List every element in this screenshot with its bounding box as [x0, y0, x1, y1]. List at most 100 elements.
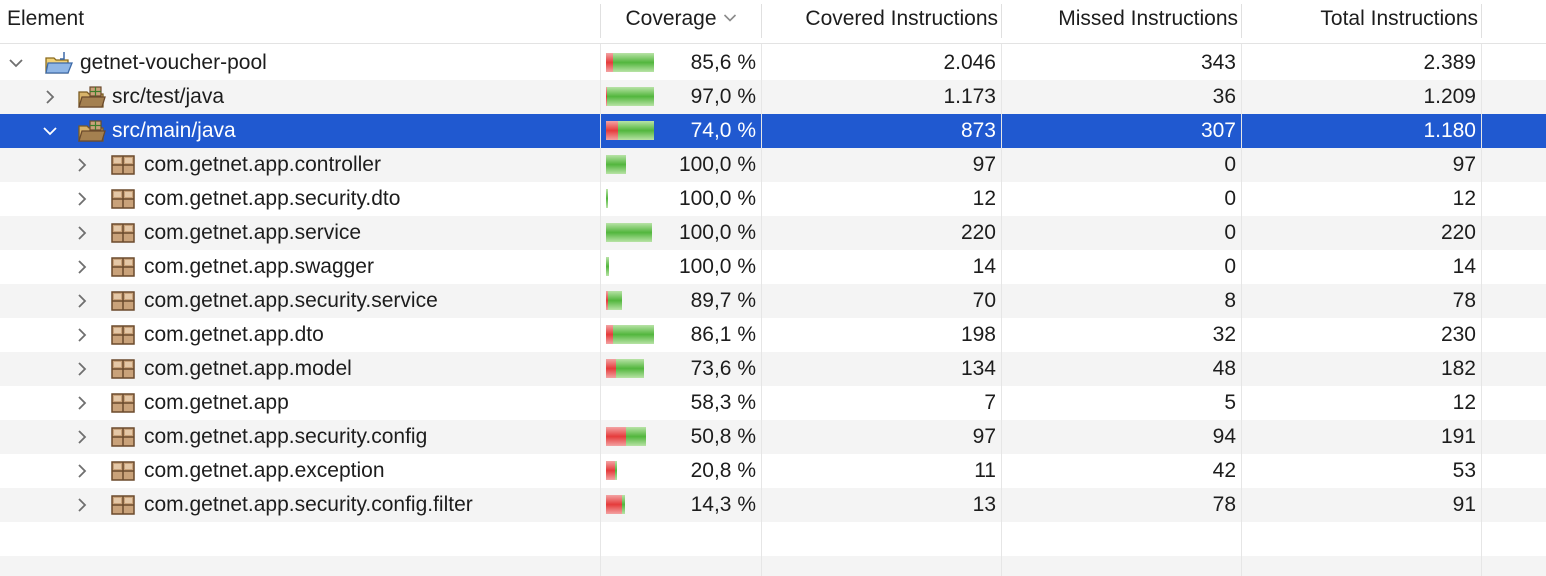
element-name: com.getnet.app.swagger: [144, 255, 374, 278]
table-row[interactable]: com.getnet.app.security.service 89,7 % 70 8…: [0, 284, 1546, 318]
column-divider[interactable]: [600, 4, 601, 38]
coverage-bar: [606, 121, 654, 140]
total-value: 97: [1452, 153, 1476, 176]
element-name: com.getnet.app.security.config: [144, 425, 428, 448]
covered-value: 97: [972, 425, 996, 448]
table-row[interactable]: com.getnet.app.model 73,6 % 134 48 182: [0, 352, 1546, 386]
chevron-right-icon[interactable]: [72, 454, 92, 488]
chevron-down-icon[interactable]: [40, 114, 60, 148]
total-value: 12: [1452, 187, 1476, 210]
column-header-element[interactable]: Element: [7, 0, 597, 44]
coverage-bar: [606, 155, 626, 174]
total-value: 53: [1452, 459, 1476, 482]
coverage-bar-covered: [626, 427, 646, 446]
coverage-bar-missed: [606, 53, 613, 72]
total-value: 182: [1440, 357, 1476, 380]
missed-value: 42: [1212, 459, 1236, 482]
chevron-right-icon[interactable]: [72, 386, 92, 420]
table-row[interactable]: com.getnet.app.security.config.filter 14,…: [0, 488, 1546, 522]
covered-value: 134: [960, 357, 996, 380]
missed-value: 8: [1224, 289, 1236, 312]
covered-value: 13: [972, 493, 996, 516]
chevron-down-icon[interactable]: [6, 46, 26, 80]
chevron-right-icon[interactable]: [72, 182, 92, 216]
missed-value: 36: [1212, 85, 1236, 108]
chevron-right-icon[interactable]: [72, 148, 92, 182]
coverage-bar-missed: [606, 359, 616, 378]
column-header-missed[interactable]: Missed Instructions: [1002, 0, 1238, 44]
missed-value: 48: [1212, 357, 1236, 380]
source-folder-open-icon: [77, 119, 106, 143]
missed-value: 0: [1224, 221, 1236, 244]
chevron-right-icon[interactable]: [72, 250, 92, 284]
element-name: getnet-voucher-pool: [80, 51, 267, 74]
covered-value: 1.173: [943, 85, 996, 108]
coverage-value: 89,7 %: [690, 289, 756, 312]
chevron-down-icon: [723, 0, 737, 36]
package-icon: [110, 221, 138, 245]
element-name: src/test/java: [112, 85, 225, 108]
column-header-coverage-label: Coverage: [625, 7, 717, 30]
column-header-total[interactable]: Total Instructions: [1242, 0, 1478, 44]
coverage-value: 74,0 %: [690, 119, 756, 142]
missed-value: 32: [1212, 323, 1236, 346]
table-row[interactable]: com.getnet.app.controller 100,0 % 97 0 97: [0, 148, 1546, 182]
table-row[interactable]: com.getnet.app.dto 86,1 % 198 32 230: [0, 318, 1546, 352]
element-name: com.getnet.app.exception: [144, 459, 385, 482]
column-divider[interactable]: [1001, 4, 1002, 38]
table-row[interactable]: com.getnet.app 58,3 % 7 5 12: [0, 386, 1546, 420]
package-icon: [110, 493, 138, 517]
coverage-bar-covered: [607, 87, 654, 106]
coverage-value: 20,8 %: [690, 459, 756, 482]
column-header-coverage[interactable]: Coverage: [602, 0, 760, 44]
chevron-right-icon[interactable]: [72, 216, 92, 250]
element-name: com.getnet.app.model: [144, 357, 352, 380]
coverage-value: 100,0 %: [678, 221, 756, 244]
coverage-bar: [606, 427, 646, 446]
table-row[interactable]: com.getnet.app.security.dto 100,0 % 12 0 12: [0, 182, 1546, 216]
package-icon: [110, 255, 138, 279]
coverage-bar: [606, 189, 608, 208]
column-line: [1001, 44, 1002, 576]
column-header-covered[interactable]: Covered Instructions: [762, 0, 998, 44]
total-value: 191: [1440, 425, 1476, 448]
column-divider[interactable]: [1481, 4, 1482, 38]
source-folder-icon: [77, 85, 106, 109]
column-divider[interactable]: [761, 4, 762, 38]
missed-value: 5: [1224, 391, 1236, 414]
covered-value: 12: [972, 187, 996, 210]
column-header-total-label: Total Instructions: [1320, 7, 1478, 30]
coverage-bar: [606, 325, 654, 344]
element-name: com.getnet.app.service: [144, 221, 362, 244]
chevron-right-icon[interactable]: [72, 284, 92, 318]
coverage-bar-covered: [606, 257, 609, 276]
package-icon: [110, 459, 138, 483]
chevron-right-icon[interactable]: [40, 80, 60, 114]
chevron-right-icon[interactable]: [72, 488, 92, 522]
package-icon: [110, 153, 138, 177]
coverage-bar-covered: [606, 189, 608, 208]
table-row[interactable]: src/test/java 97,0 % 1.173 36 1.209: [0, 80, 1546, 114]
package-icon: [110, 289, 138, 313]
table-row[interactable]: getnet-voucher-pool 85,6 % 2.046 343 2.389: [0, 46, 1546, 80]
table-row[interactable]: com.getnet.app.exception 20,8 % 11 42 53: [0, 454, 1546, 488]
column-divider[interactable]: [1241, 4, 1242, 38]
table-row[interactable]: com.getnet.app.security.config 50,8 % 97 94…: [0, 420, 1546, 454]
covered-value: 2.046: [943, 51, 996, 74]
table-row[interactable]: com.getnet.app.swagger 100,0 % 14 0 14: [0, 250, 1546, 284]
table-row[interactable]: src/main/java 74,0 % 873 307 1.180: [0, 114, 1546, 148]
coverage-value: 85,6 %: [690, 51, 756, 74]
chevron-right-icon[interactable]: [72, 318, 92, 352]
missed-value: 0: [1224, 255, 1236, 278]
coverage-value: 100,0 %: [678, 187, 756, 210]
chevron-right-icon[interactable]: [72, 352, 92, 386]
covered-value: 97: [972, 153, 996, 176]
coverage-value: 73,6 %: [690, 357, 756, 380]
project-folder-icon: [44, 51, 73, 75]
chevron-right-icon[interactable]: [72, 420, 92, 454]
table-row[interactable]: com.getnet.app.service 100,0 % 220 0 220: [0, 216, 1546, 250]
coverage-bar-covered: [616, 359, 644, 378]
coverage-bar-missed: [606, 291, 608, 310]
covered-value: 70: [972, 289, 996, 312]
